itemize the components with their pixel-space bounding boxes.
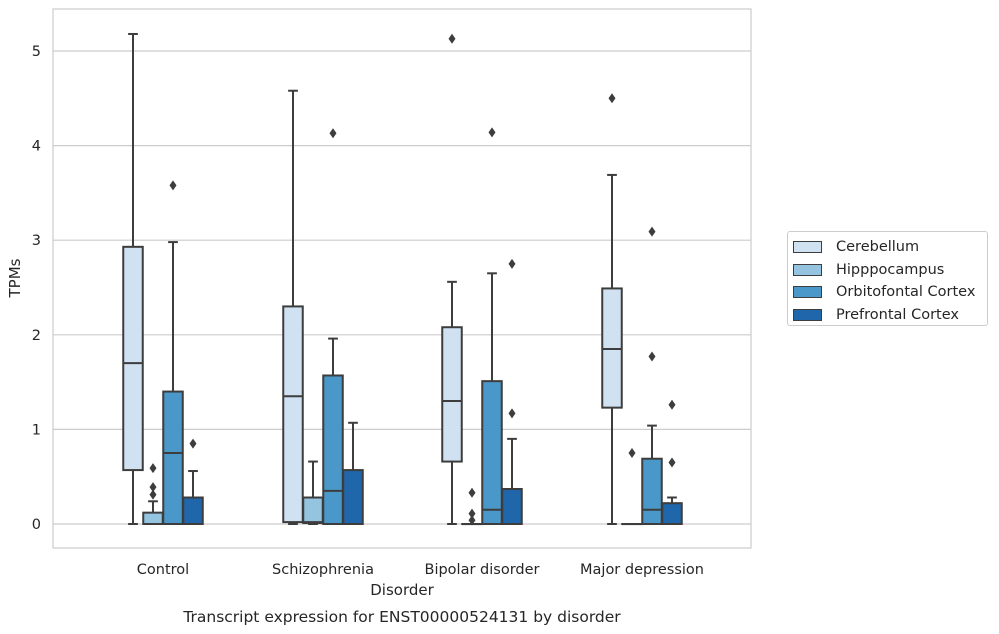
x-tick-label: Bipolar disorder (425, 562, 540, 578)
outlier-point (668, 399, 676, 410)
outlier-point (648, 351, 656, 362)
box-body (282, 305, 304, 524)
outlier-point (149, 482, 157, 493)
legend-item-orbitofrontal-cortex: Orbitofontal Cortex (793, 281, 987, 304)
legend-item-hippocampus: Hipppocampus (793, 259, 987, 282)
outlier-point (508, 258, 516, 269)
box (162, 180, 184, 525)
x-tick-labels: Control Schizophrenia Bipolar disorder Majo… (137, 562, 704, 578)
box-body (501, 487, 523, 525)
y-tick-label: 3 (32, 233, 41, 249)
box (601, 93, 623, 525)
box (461, 487, 483, 526)
box (282, 89, 304, 525)
box-body (322, 374, 344, 525)
box (342, 421, 364, 526)
box-body (661, 502, 683, 525)
y-tick-labels: 0 1 2 3 4 5 (32, 44, 41, 533)
box (641, 226, 663, 526)
outlier-point (668, 457, 676, 468)
outlier-point (149, 463, 157, 474)
box (661, 399, 683, 525)
box-body (122, 245, 144, 472)
outlier-point (169, 180, 177, 191)
box-body (342, 469, 364, 526)
legend-swatch (793, 263, 822, 276)
legend-label: Hipppocampus (836, 261, 945, 278)
outlier-point (648, 226, 656, 237)
outlier-point (448, 33, 456, 44)
outlier-point (149, 489, 157, 500)
box (481, 127, 503, 525)
box (322, 128, 344, 525)
outlier-point (508, 408, 516, 419)
box-body (302, 496, 324, 525)
box-body (441, 326, 463, 463)
box (302, 460, 324, 525)
outlier-point (189, 438, 197, 449)
x-tick-label: Major depression (580, 562, 704, 578)
box-series (122, 32, 683, 526)
legend-label: Cerebellum (836, 239, 920, 256)
outlier-point (628, 448, 636, 459)
x-axis-label: Disorder (370, 581, 434, 599)
box (142, 463, 164, 526)
legend-item-prefrontal-cortex: Prefrontal Cortex (793, 304, 987, 327)
box-body (641, 457, 663, 526)
box-body (162, 390, 184, 525)
outlier-point (468, 508, 476, 519)
outlier-point (468, 515, 476, 526)
box (501, 258, 523, 525)
box (621, 448, 643, 526)
legend-label: Prefrontal Cortex (836, 306, 959, 323)
x-tick-label: Schizophrenia (272, 562, 374, 578)
outlier-point (329, 128, 337, 139)
box-body (182, 496, 204, 525)
box (441, 33, 463, 525)
legend: Cerebellum Hipppocampus Orbitofontal Cor… (787, 231, 988, 326)
box (182, 438, 204, 525)
box-body (481, 380, 503, 525)
legend-label: Orbitofontal Cortex (836, 284, 976, 301)
legend-item-cerebellum: Cerebellum (793, 236, 987, 259)
legend-swatch (793, 241, 822, 254)
legend-swatch (793, 286, 822, 299)
outlier-point (608, 93, 616, 104)
y-tick-label: 2 (32, 328, 41, 344)
box (122, 32, 144, 525)
box-body (142, 511, 164, 526)
chart-title: Transcript expression for ENST0000052413… (182, 608, 621, 626)
y-tick-label: 0 (32, 517, 41, 533)
y-axis-label: TPMs (6, 258, 24, 298)
y-tick-label: 1 (32, 422, 41, 438)
y-tick-label: 5 (32, 44, 41, 60)
legend-swatch (793, 308, 822, 321)
outlier-point (488, 127, 496, 138)
x-tick-label: Control (137, 562, 189, 578)
y-tick-label: 4 (32, 139, 41, 155)
outlier-point (468, 487, 476, 498)
